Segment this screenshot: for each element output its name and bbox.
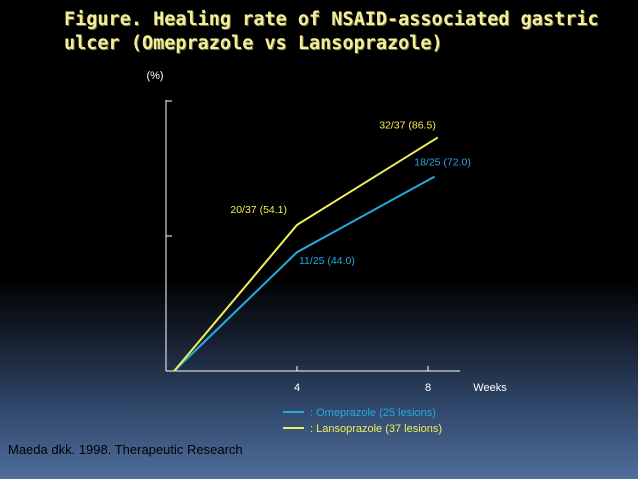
data-label-1-2: 32/37 (86.5) (379, 119, 436, 131)
x-axis-label: Weeks (473, 382, 507, 394)
legend-label-0: : Omeprazole (25 lesions) (310, 407, 436, 419)
data-label-0-2: 18/25 (72.0) (414, 157, 471, 169)
data-series (173, 136, 439, 372)
citation: Maeda dkk. 1998. Therapeutic Research (8, 442, 243, 457)
data-labels: 11/25 (44.0) 18/25 (72.0) 20/37 (54.1) 32/3… (230, 119, 470, 267)
data-label-1-1: 20/37 (54.1) (230, 204, 287, 216)
x-tick-label-1: 8 (425, 382, 431, 394)
legend-label-1: : Lansoprazole (37 lesions) (310, 423, 442, 435)
series-line-0 (173, 175, 436, 372)
legend: : Omeprazole (25 lesions) : Lansoprazole … (283, 407, 442, 435)
slide-title: Figure. Healing rate of NSAID-associated… (64, 9, 599, 54)
x-tick-label-0: 4 (294, 382, 300, 394)
series-line-1 (173, 136, 439, 372)
data-label-0-1: 11/25 (44.0) (299, 255, 355, 267)
y-axis-label: (%) (146, 70, 163, 82)
